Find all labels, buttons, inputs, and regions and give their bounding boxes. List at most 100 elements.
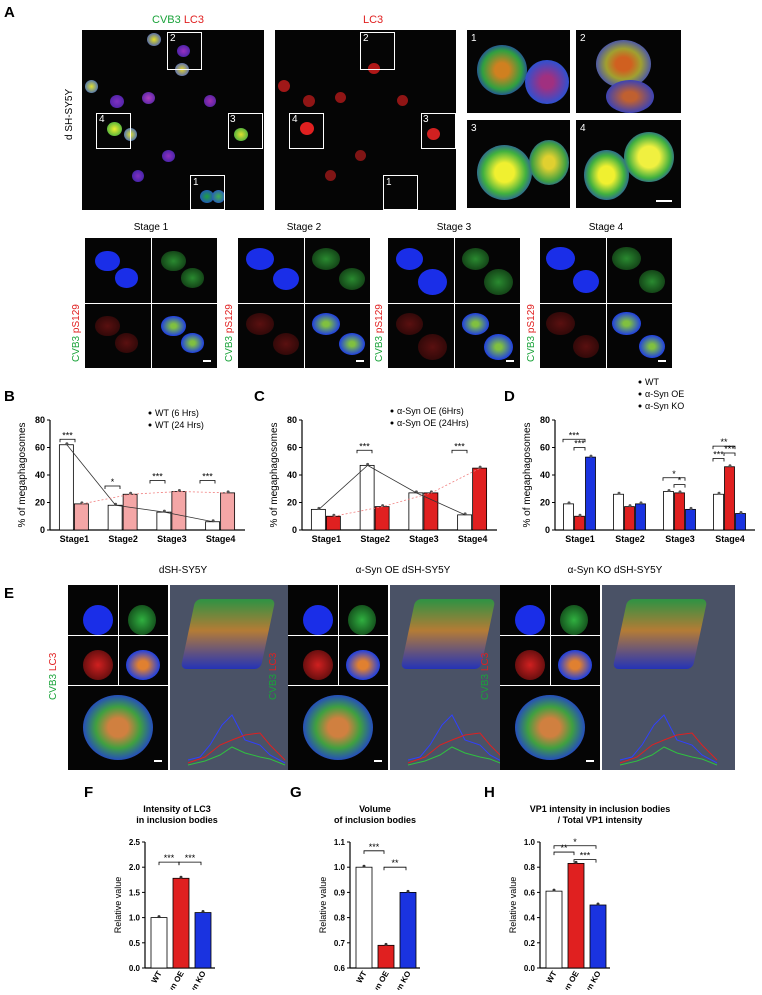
data-point bbox=[574, 860, 578, 864]
panel-e-channel-label: CVB3 LC3 bbox=[268, 653, 279, 700]
significance-bracket bbox=[562, 438, 586, 443]
cell bbox=[311, 313, 341, 336]
scale-bar bbox=[356, 360, 364, 362]
legend-marker bbox=[148, 411, 152, 415]
cell bbox=[395, 248, 423, 271]
trend-line bbox=[81, 491, 229, 505]
roi-number-3: 3 bbox=[230, 114, 236, 125]
cell bbox=[110, 95, 124, 108]
bar bbox=[58, 444, 74, 531]
legend-marker bbox=[148, 423, 152, 427]
scale-bar bbox=[656, 200, 672, 202]
data-point bbox=[552, 888, 556, 892]
cell bbox=[461, 313, 489, 336]
bar bbox=[472, 467, 488, 531]
x-tick-label: Stage3 bbox=[665, 534, 695, 544]
trend-line bbox=[318, 464, 466, 516]
scale-bar bbox=[203, 360, 211, 362]
significance-label: *** bbox=[569, 430, 580, 440]
cell bbox=[461, 248, 489, 271]
cell bbox=[107, 122, 122, 136]
bar bbox=[457, 514, 473, 531]
significance-bracket bbox=[383, 866, 407, 871]
x-tick-label: Stage4 bbox=[206, 534, 236, 544]
significance-bracket bbox=[356, 449, 373, 454]
bar bbox=[374, 506, 390, 531]
roi-number-3: 3 bbox=[423, 114, 429, 125]
profile-line bbox=[407, 746, 506, 766]
scale-bar bbox=[154, 760, 162, 762]
cell bbox=[245, 248, 275, 271]
y-tick-label: 0.8 bbox=[334, 914, 346, 923]
cell bbox=[584, 150, 629, 200]
channel-green: CVB3 bbox=[268, 673, 279, 700]
stage-title: Stage 1 bbox=[133, 222, 169, 233]
y-tick-label: 1.5 bbox=[129, 888, 141, 897]
scale-bar bbox=[658, 360, 666, 362]
trend-line bbox=[66, 444, 214, 523]
data-point bbox=[678, 490, 682, 494]
cell bbox=[397, 95, 408, 106]
panel-e-title: α-Syn KO dSH-SY5Y bbox=[567, 565, 663, 576]
x-tick-label: Stage3 bbox=[157, 534, 187, 544]
y-tick-label: 20 bbox=[540, 498, 550, 508]
y-tick-label: 0.0 bbox=[129, 964, 141, 973]
channel-red: pS129 bbox=[374, 304, 385, 334]
cell bbox=[515, 695, 585, 760]
chart-c: 0 20 40 60 80 % of megaphagosomes Stage1 Stage2… bbox=[269, 406, 497, 544]
cell bbox=[128, 605, 156, 635]
surface-shape bbox=[180, 599, 276, 669]
significance-label: * bbox=[111, 477, 115, 487]
zoom-tile-2: 2 bbox=[576, 30, 681, 113]
cell bbox=[161, 315, 186, 337]
significance-label: *** bbox=[724, 444, 735, 454]
channel-green: CVB3 bbox=[480, 673, 491, 700]
x-tick-label: Stage3 bbox=[409, 534, 439, 544]
stage-title: Stage 4 bbox=[588, 222, 624, 233]
significance-label: *** bbox=[580, 851, 591, 861]
y-tick-label: 1.0 bbox=[524, 838, 536, 847]
chart-h: VP1 intensity in inclusion bodies/ Total… bbox=[508, 804, 670, 990]
cell bbox=[303, 695, 373, 760]
significance-bracket bbox=[199, 480, 216, 484]
roi-box-2 bbox=[360, 32, 395, 70]
significance-bracket bbox=[178, 861, 202, 866]
y-tick-label: 0.0 bbox=[524, 964, 536, 973]
cell bbox=[132, 170, 144, 182]
cell bbox=[515, 605, 545, 635]
channel-green: CVB3 bbox=[48, 673, 59, 700]
x-tick-label: α-Syn OE bbox=[365, 969, 391, 990]
channel-green: CVB3 bbox=[71, 335, 82, 362]
chart-subtitle: in inclusion bodies bbox=[136, 815, 218, 825]
y-tick-label: 80 bbox=[540, 415, 550, 425]
cell bbox=[273, 268, 299, 291]
data-point bbox=[596, 902, 600, 906]
y-tick-label: 2.5 bbox=[129, 838, 141, 847]
data-point bbox=[578, 513, 582, 517]
bar bbox=[735, 513, 746, 531]
y-tick-label: 0.6 bbox=[334, 964, 346, 973]
cell bbox=[484, 269, 513, 295]
bar bbox=[122, 493, 138, 531]
cell bbox=[546, 312, 575, 336]
significance-label: *** bbox=[574, 439, 585, 449]
chart-b: 0 20 40 60 80 % of megaphagosomes Stage1 Stage2… bbox=[17, 408, 245, 544]
cell bbox=[348, 605, 376, 635]
cell bbox=[162, 150, 175, 162]
panel-e-channel-label: CVB3 LC3 bbox=[48, 653, 59, 700]
data-point bbox=[463, 512, 467, 516]
cell bbox=[161, 250, 186, 272]
bar bbox=[589, 904, 607, 969]
legend-label: α-Syn KO bbox=[645, 401, 684, 411]
significance-label: *** bbox=[713, 450, 724, 460]
y-tick-label: 0.9 bbox=[334, 888, 346, 897]
quad-divider bbox=[288, 635, 388, 636]
bar bbox=[355, 866, 373, 969]
x-tick-label: α-Syn KO bbox=[182, 970, 208, 991]
roi-box-3 bbox=[421, 113, 456, 149]
zoom-number-4: 4 bbox=[580, 123, 586, 134]
cell bbox=[303, 605, 333, 635]
chart-subtitle: of inclusion bodies bbox=[334, 815, 416, 825]
significance-label: *** bbox=[202, 472, 213, 482]
y-tick-label: 60 bbox=[35, 443, 45, 453]
